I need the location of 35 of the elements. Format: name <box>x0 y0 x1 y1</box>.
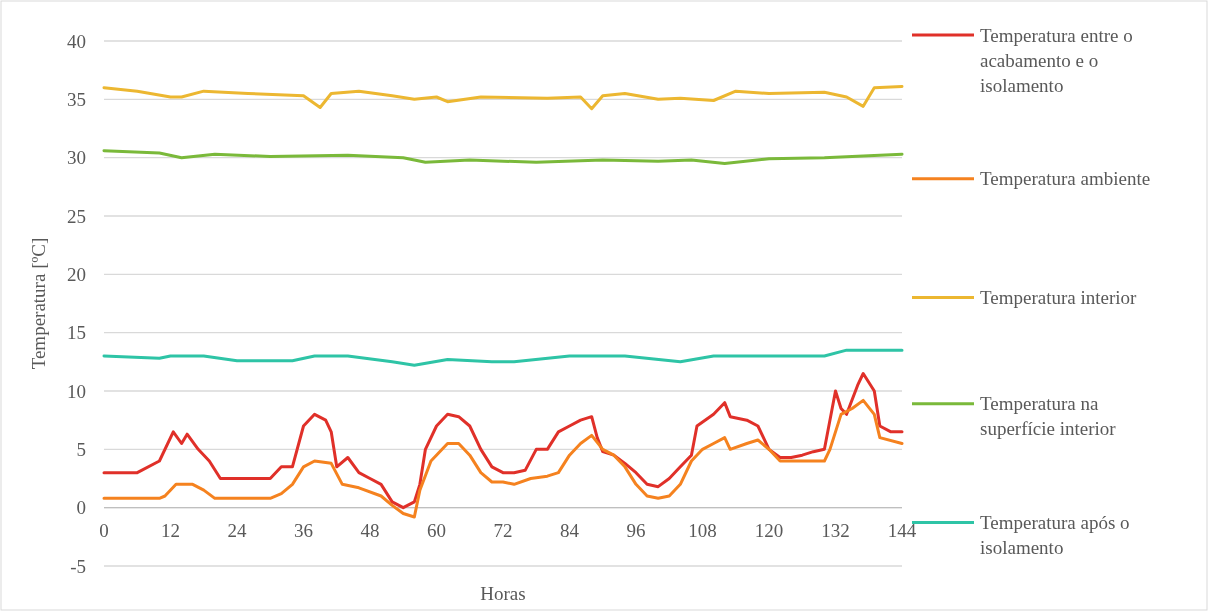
y-tick-label: -5 <box>70 555 86 577</box>
legend-label: Temperatura após o isolamento <box>980 512 1130 559</box>
x-tick-label: 84 <box>560 519 580 541</box>
y-axis-title: Temperatura [ºC] <box>28 237 49 370</box>
y-tick-label: 30 <box>67 147 86 169</box>
x-axis-title: Horas <box>480 583 526 604</box>
legend-label: Temperatura entre o acabamento e o isolamento <box>980 24 1133 96</box>
line-series <box>102 348 904 367</box>
y-tick-label: 15 <box>67 322 86 344</box>
y-tick-label: 25 <box>67 205 86 227</box>
line-series <box>102 149 904 165</box>
y-tick-label: 0 <box>76 497 86 519</box>
x-tick-label: 36 <box>294 519 313 541</box>
legend-label: Temperatura ambiente <box>980 168 1151 190</box>
y-tick-label: 40 <box>67 30 86 52</box>
x-tick-label: 60 <box>427 519 446 541</box>
x-tick-label: 144 <box>887 519 917 541</box>
line-series <box>102 372 904 510</box>
x-tick-label: 108 <box>688 519 717 541</box>
x-tick-label: 12 <box>161 519 180 541</box>
x-tick-label: 132 <box>821 519 850 541</box>
x-tick-label: 96 <box>626 519 646 541</box>
x-tick-label: 48 <box>360 519 380 541</box>
legend-label: Temperatura na superfície interior <box>980 393 1117 440</box>
y-tick-label: 20 <box>67 263 86 285</box>
legend-label: Temperatura interior <box>980 287 1138 309</box>
x-tick-label: 72 <box>493 519 513 541</box>
x-tick-label: 24 <box>227 519 247 541</box>
x-tick-label: 0 <box>99 519 109 541</box>
y-tick-label: 10 <box>67 380 86 402</box>
y-tick-label: 35 <box>67 88 86 110</box>
x-tick-label: 120 <box>754 519 784 541</box>
y-tick-label: 5 <box>76 438 86 460</box>
line-series <box>102 85 904 111</box>
line-series <box>102 398 904 519</box>
